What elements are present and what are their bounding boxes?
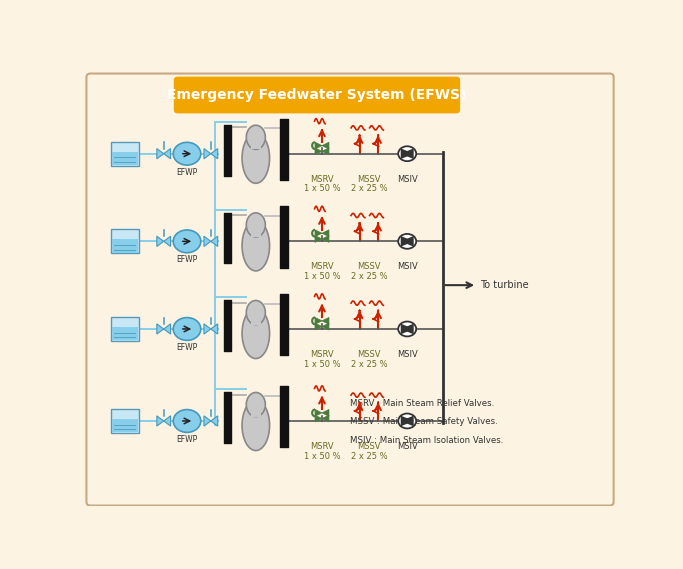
Text: 1 x 50 %: 1 x 50 % bbox=[304, 272, 340, 281]
Polygon shape bbox=[315, 318, 322, 324]
Bar bbox=[113, 327, 138, 340]
Polygon shape bbox=[401, 149, 414, 159]
Text: MSIV : Main Steam Isolation Valves.: MSIV : Main Steam Isolation Valves. bbox=[350, 436, 503, 445]
Circle shape bbox=[398, 234, 416, 249]
Polygon shape bbox=[157, 324, 164, 334]
Text: MSRV: MSRV bbox=[310, 175, 334, 184]
Ellipse shape bbox=[242, 133, 270, 183]
Text: 2 x 25 %: 2 x 25 % bbox=[350, 452, 387, 461]
Text: 2 x 25 %: 2 x 25 % bbox=[350, 184, 387, 193]
Polygon shape bbox=[211, 416, 218, 426]
Bar bbox=[111, 142, 139, 166]
Polygon shape bbox=[157, 149, 164, 159]
Bar bbox=[251, 144, 261, 149]
Text: MSRV: MSRV bbox=[310, 350, 334, 359]
Bar bbox=[251, 319, 261, 324]
Text: EFWP: EFWP bbox=[176, 168, 197, 176]
Ellipse shape bbox=[242, 221, 270, 271]
Text: MSIV: MSIV bbox=[397, 442, 417, 451]
Polygon shape bbox=[315, 410, 322, 417]
Text: MSRV: MSRV bbox=[310, 262, 334, 271]
Polygon shape bbox=[204, 324, 211, 334]
Polygon shape bbox=[211, 149, 218, 159]
Text: 2 x 25 %: 2 x 25 % bbox=[350, 272, 387, 281]
Circle shape bbox=[173, 410, 201, 432]
Polygon shape bbox=[315, 148, 322, 155]
Polygon shape bbox=[322, 236, 329, 242]
Polygon shape bbox=[204, 416, 211, 426]
Ellipse shape bbox=[247, 213, 265, 237]
Polygon shape bbox=[164, 416, 171, 426]
Text: MSSV: MSSV bbox=[357, 442, 380, 451]
Bar bbox=[113, 419, 138, 432]
Polygon shape bbox=[204, 149, 211, 159]
Polygon shape bbox=[315, 142, 322, 149]
Circle shape bbox=[398, 414, 416, 428]
Bar bbox=[111, 229, 139, 253]
Text: MSRV : Main Steam Relief Valves.: MSRV : Main Steam Relief Valves. bbox=[350, 399, 494, 408]
Polygon shape bbox=[401, 324, 414, 335]
Polygon shape bbox=[211, 324, 218, 334]
Polygon shape bbox=[164, 149, 171, 159]
Polygon shape bbox=[315, 230, 322, 237]
Polygon shape bbox=[164, 236, 171, 246]
Polygon shape bbox=[401, 415, 414, 426]
Text: MSSV : Main Steam Safety Valves.: MSSV : Main Steam Safety Valves. bbox=[350, 418, 498, 427]
Polygon shape bbox=[204, 236, 211, 246]
Text: MSIV: MSIV bbox=[397, 262, 417, 271]
Circle shape bbox=[173, 230, 201, 253]
Circle shape bbox=[173, 142, 201, 165]
Circle shape bbox=[398, 321, 416, 336]
Polygon shape bbox=[401, 149, 414, 159]
Polygon shape bbox=[315, 323, 322, 330]
Polygon shape bbox=[322, 142, 329, 149]
Bar bbox=[111, 317, 139, 341]
Text: EFWP: EFWP bbox=[176, 435, 197, 444]
Text: 1 x 50 %: 1 x 50 % bbox=[304, 184, 340, 193]
Bar bbox=[113, 151, 138, 165]
FancyBboxPatch shape bbox=[87, 73, 613, 505]
Polygon shape bbox=[401, 236, 414, 247]
Ellipse shape bbox=[242, 400, 270, 451]
Text: MSSV: MSSV bbox=[357, 350, 380, 359]
Polygon shape bbox=[315, 236, 322, 242]
Text: MSIV: MSIV bbox=[397, 350, 417, 359]
Bar bbox=[113, 239, 138, 253]
Polygon shape bbox=[322, 323, 329, 330]
Text: EFWP: EFWP bbox=[176, 343, 197, 352]
Circle shape bbox=[173, 318, 201, 340]
Polygon shape bbox=[401, 236, 414, 247]
Polygon shape bbox=[211, 236, 218, 246]
Text: Emergency Feedwater System (EFWS): Emergency Feedwater System (EFWS) bbox=[167, 88, 466, 102]
Bar bbox=[111, 409, 139, 433]
Bar bbox=[251, 411, 261, 417]
Polygon shape bbox=[322, 410, 329, 417]
Text: EFWP: EFWP bbox=[176, 255, 197, 264]
Polygon shape bbox=[315, 415, 322, 422]
Text: 1 x 50 %: 1 x 50 % bbox=[304, 360, 340, 369]
Polygon shape bbox=[401, 415, 414, 426]
Polygon shape bbox=[157, 416, 164, 426]
Text: MSSV: MSSV bbox=[357, 262, 380, 271]
Text: 1 x 50 %: 1 x 50 % bbox=[304, 452, 340, 461]
Polygon shape bbox=[322, 318, 329, 324]
Text: MSIV: MSIV bbox=[397, 175, 417, 184]
Polygon shape bbox=[157, 236, 164, 246]
Text: MSSV: MSSV bbox=[357, 175, 380, 184]
Ellipse shape bbox=[247, 393, 265, 417]
Polygon shape bbox=[401, 324, 414, 335]
Polygon shape bbox=[322, 148, 329, 155]
FancyBboxPatch shape bbox=[173, 77, 460, 113]
Text: To turbine: To turbine bbox=[479, 280, 529, 290]
Polygon shape bbox=[322, 415, 329, 422]
Circle shape bbox=[398, 146, 416, 161]
Polygon shape bbox=[164, 324, 171, 334]
Text: MSRV: MSRV bbox=[310, 442, 334, 451]
Ellipse shape bbox=[242, 308, 270, 358]
Polygon shape bbox=[322, 230, 329, 237]
Text: 2 x 25 %: 2 x 25 % bbox=[350, 360, 387, 369]
Bar bbox=[251, 232, 261, 237]
Ellipse shape bbox=[247, 125, 265, 149]
Ellipse shape bbox=[247, 300, 265, 324]
